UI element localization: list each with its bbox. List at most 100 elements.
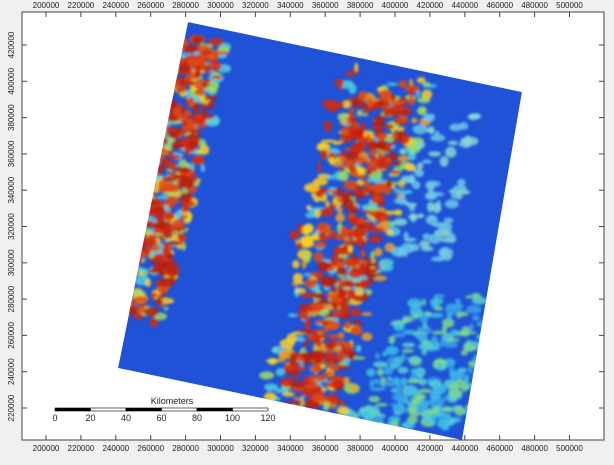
raster-patch bbox=[346, 205, 358, 213]
y-tick-label: 340000 bbox=[7, 176, 16, 203]
raster-patch bbox=[295, 336, 304, 342]
raster-patch bbox=[427, 202, 434, 213]
raster-patch bbox=[259, 371, 274, 379]
x-tick-label-bottom: 500000 bbox=[556, 444, 583, 453]
raster-patch bbox=[464, 374, 469, 383]
raster-patch bbox=[445, 199, 459, 208]
raster-patch bbox=[182, 202, 188, 211]
raster-patch bbox=[350, 385, 358, 392]
raster-patch bbox=[409, 87, 413, 98]
raster-patch bbox=[163, 231, 173, 239]
raster-patch bbox=[188, 128, 202, 132]
x-tick-label-top: 380000 bbox=[347, 1, 374, 10]
raster-patch bbox=[333, 312, 341, 315]
raster-patch bbox=[195, 89, 206, 96]
scale-bar-segment bbox=[162, 408, 198, 411]
raster-patch bbox=[339, 167, 345, 172]
y-tick-label: 300000 bbox=[7, 249, 16, 276]
x-tick-label-bottom: 240000 bbox=[102, 444, 129, 453]
x-tick-label-top: 400000 bbox=[382, 1, 409, 10]
raster-patch bbox=[300, 292, 315, 298]
raster-patch bbox=[188, 141, 199, 149]
raster-patch bbox=[331, 338, 336, 349]
raster-patch bbox=[394, 209, 402, 215]
scale-bar-label: 80 bbox=[192, 413, 202, 423]
raster-patch bbox=[443, 341, 458, 348]
x-tick-label-bottom: 260000 bbox=[137, 444, 164, 453]
raster-patch bbox=[337, 207, 342, 215]
raster-patch bbox=[444, 218, 454, 224]
raster-patch bbox=[299, 329, 312, 333]
scale-bar-label: 120 bbox=[260, 413, 275, 423]
raster-patch bbox=[295, 288, 306, 293]
y-tick-label: 360000 bbox=[7, 140, 16, 167]
raster-patch bbox=[406, 203, 417, 207]
raster-patch bbox=[362, 332, 373, 341]
map-view: 2000002000002200002200002400002400002600… bbox=[0, 0, 614, 460]
raster-patch bbox=[302, 353, 311, 360]
raster-patch bbox=[428, 126, 435, 134]
raster-patch bbox=[373, 122, 386, 126]
raster-patch bbox=[304, 321, 310, 330]
raster-patch bbox=[317, 174, 329, 179]
raster-patch bbox=[334, 246, 344, 253]
x-tick-label-top: 340000 bbox=[277, 1, 304, 10]
raster-patch bbox=[373, 361, 389, 367]
raster-patch bbox=[389, 100, 405, 105]
raster-patch bbox=[390, 170, 400, 174]
raster-patch bbox=[452, 374, 457, 380]
raster-patch bbox=[447, 338, 460, 341]
raster-patch bbox=[393, 117, 408, 125]
y-tick-label: 400000 bbox=[7, 67, 16, 94]
raster-patch bbox=[367, 184, 381, 189]
x-tick-label-bottom: 480000 bbox=[521, 444, 548, 453]
raster-patch bbox=[204, 68, 212, 74]
raster-patch bbox=[204, 96, 218, 101]
raster-patch bbox=[340, 304, 350, 314]
raster-patch bbox=[312, 393, 325, 403]
raster-patch bbox=[431, 256, 446, 261]
raster-patch bbox=[428, 151, 441, 156]
raster-patch bbox=[391, 247, 406, 257]
raster-patch bbox=[335, 213, 345, 222]
raster-patch bbox=[390, 321, 402, 327]
raster-patch bbox=[383, 381, 396, 386]
raster-patch bbox=[199, 139, 207, 147]
raster-patch bbox=[211, 59, 219, 65]
raster-patch bbox=[345, 151, 359, 160]
raster-patch bbox=[350, 308, 360, 317]
raster-patch bbox=[337, 266, 347, 275]
x-tick-label-top: 480000 bbox=[521, 1, 548, 10]
raster-patch bbox=[208, 38, 223, 46]
raster-patch bbox=[303, 340, 308, 348]
raster-patch bbox=[306, 279, 317, 283]
scale-bar-segment bbox=[197, 408, 233, 411]
raster-patch bbox=[374, 248, 383, 257]
raster-patch bbox=[398, 190, 413, 194]
raster-patch bbox=[297, 249, 311, 260]
raster-patch bbox=[328, 204, 337, 209]
raster-patch bbox=[343, 180, 357, 190]
raster-patch bbox=[297, 242, 303, 248]
raster-patch bbox=[342, 193, 349, 201]
raster-patch bbox=[466, 305, 481, 313]
raster-patch bbox=[187, 58, 201, 67]
raster-patch bbox=[421, 340, 433, 351]
raster-patch bbox=[423, 82, 431, 86]
raster-patch bbox=[154, 196, 159, 203]
raster-patch bbox=[333, 141, 342, 145]
raster-patch bbox=[184, 45, 198, 54]
raster-patch bbox=[352, 320, 362, 325]
raster-patch bbox=[377, 368, 384, 376]
raster-patch bbox=[468, 366, 473, 374]
raster-patch bbox=[330, 297, 342, 303]
raster-patch bbox=[416, 141, 424, 149]
x-tick-label-top: 300000 bbox=[207, 1, 234, 10]
raster-patch bbox=[393, 333, 406, 337]
raster-patch bbox=[391, 104, 405, 110]
raster-patch bbox=[369, 211, 385, 218]
raster-patch bbox=[313, 252, 323, 263]
raster-patch bbox=[328, 334, 343, 338]
y-tick-label: 420000 bbox=[7, 31, 16, 58]
raster-patch bbox=[395, 384, 402, 394]
